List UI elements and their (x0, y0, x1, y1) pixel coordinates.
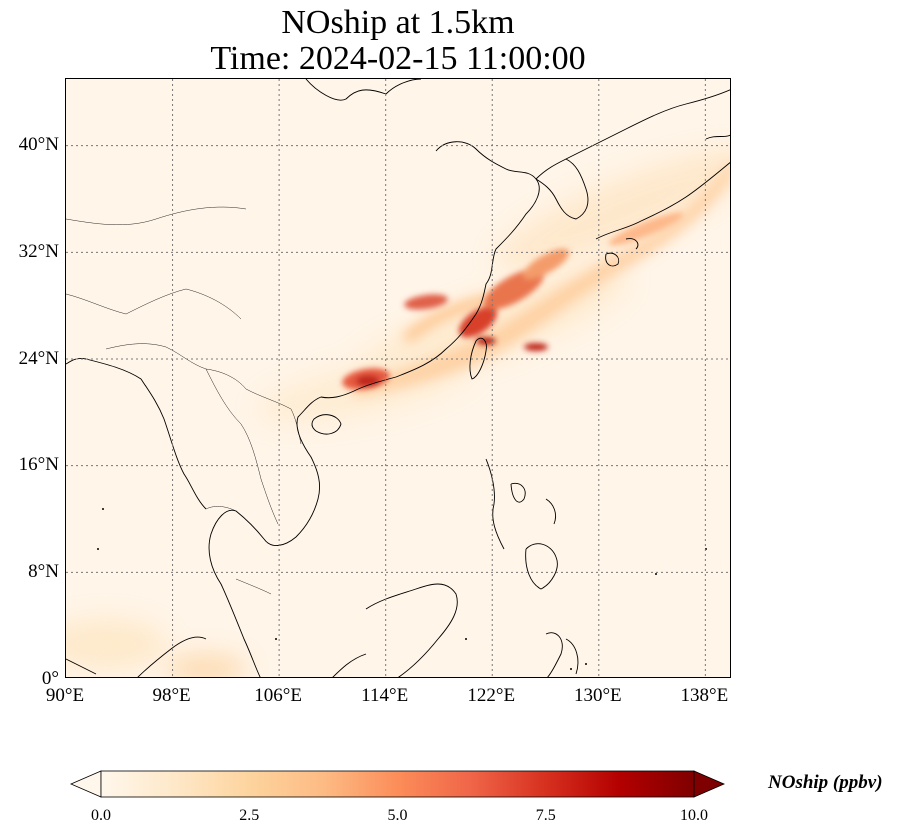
colorbar-title: NOship (ppbv) (768, 772, 883, 793)
plume-hotspots (342, 212, 684, 390)
y-tick-label: 0° (41, 667, 59, 689)
gridlines (66, 79, 730, 677)
map-subtitle-time: Time: 2024-02-15 11:00:00 (210, 40, 586, 77)
colorbar-body (100, 770, 695, 798)
colorbar-tick-label: 7.5 (535, 807, 556, 824)
map-canvas (66, 79, 730, 677)
y-tick-label: 8°N (28, 560, 59, 582)
coastlines (66, 79, 730, 677)
map-title: NOship at 1.5km (281, 4, 515, 41)
colorbar-tick-label: 0.0 (91, 807, 111, 824)
colorbar-tick-label: 2.5 (239, 807, 260, 824)
x-tick-label: 106°E (254, 685, 302, 706)
x-tick-label: 98°E (152, 685, 191, 706)
y-tick-label: 24°N (18, 347, 59, 369)
x-tick-label: 122°E (467, 685, 516, 706)
colorbar-tick-label: 10.0 (680, 807, 708, 824)
colorbar-extend-low (69, 770, 102, 798)
map-panel (65, 78, 731, 678)
y-tick-label: 40°N (18, 134, 59, 156)
y-tick-label: 16°N (18, 454, 59, 476)
colorbar (69, 770, 726, 798)
x-tick-label: 90°E (45, 685, 85, 706)
x-tick-label: 138°E (680, 685, 729, 706)
x-tick-label: 130°E (573, 685, 622, 706)
colorbar-tick-label: 5.0 (387, 807, 408, 824)
colorbar-extend-high (693, 770, 726, 798)
y-tick-label: 32°N (18, 240, 59, 262)
x-tick-label: 114°E (361, 685, 409, 706)
